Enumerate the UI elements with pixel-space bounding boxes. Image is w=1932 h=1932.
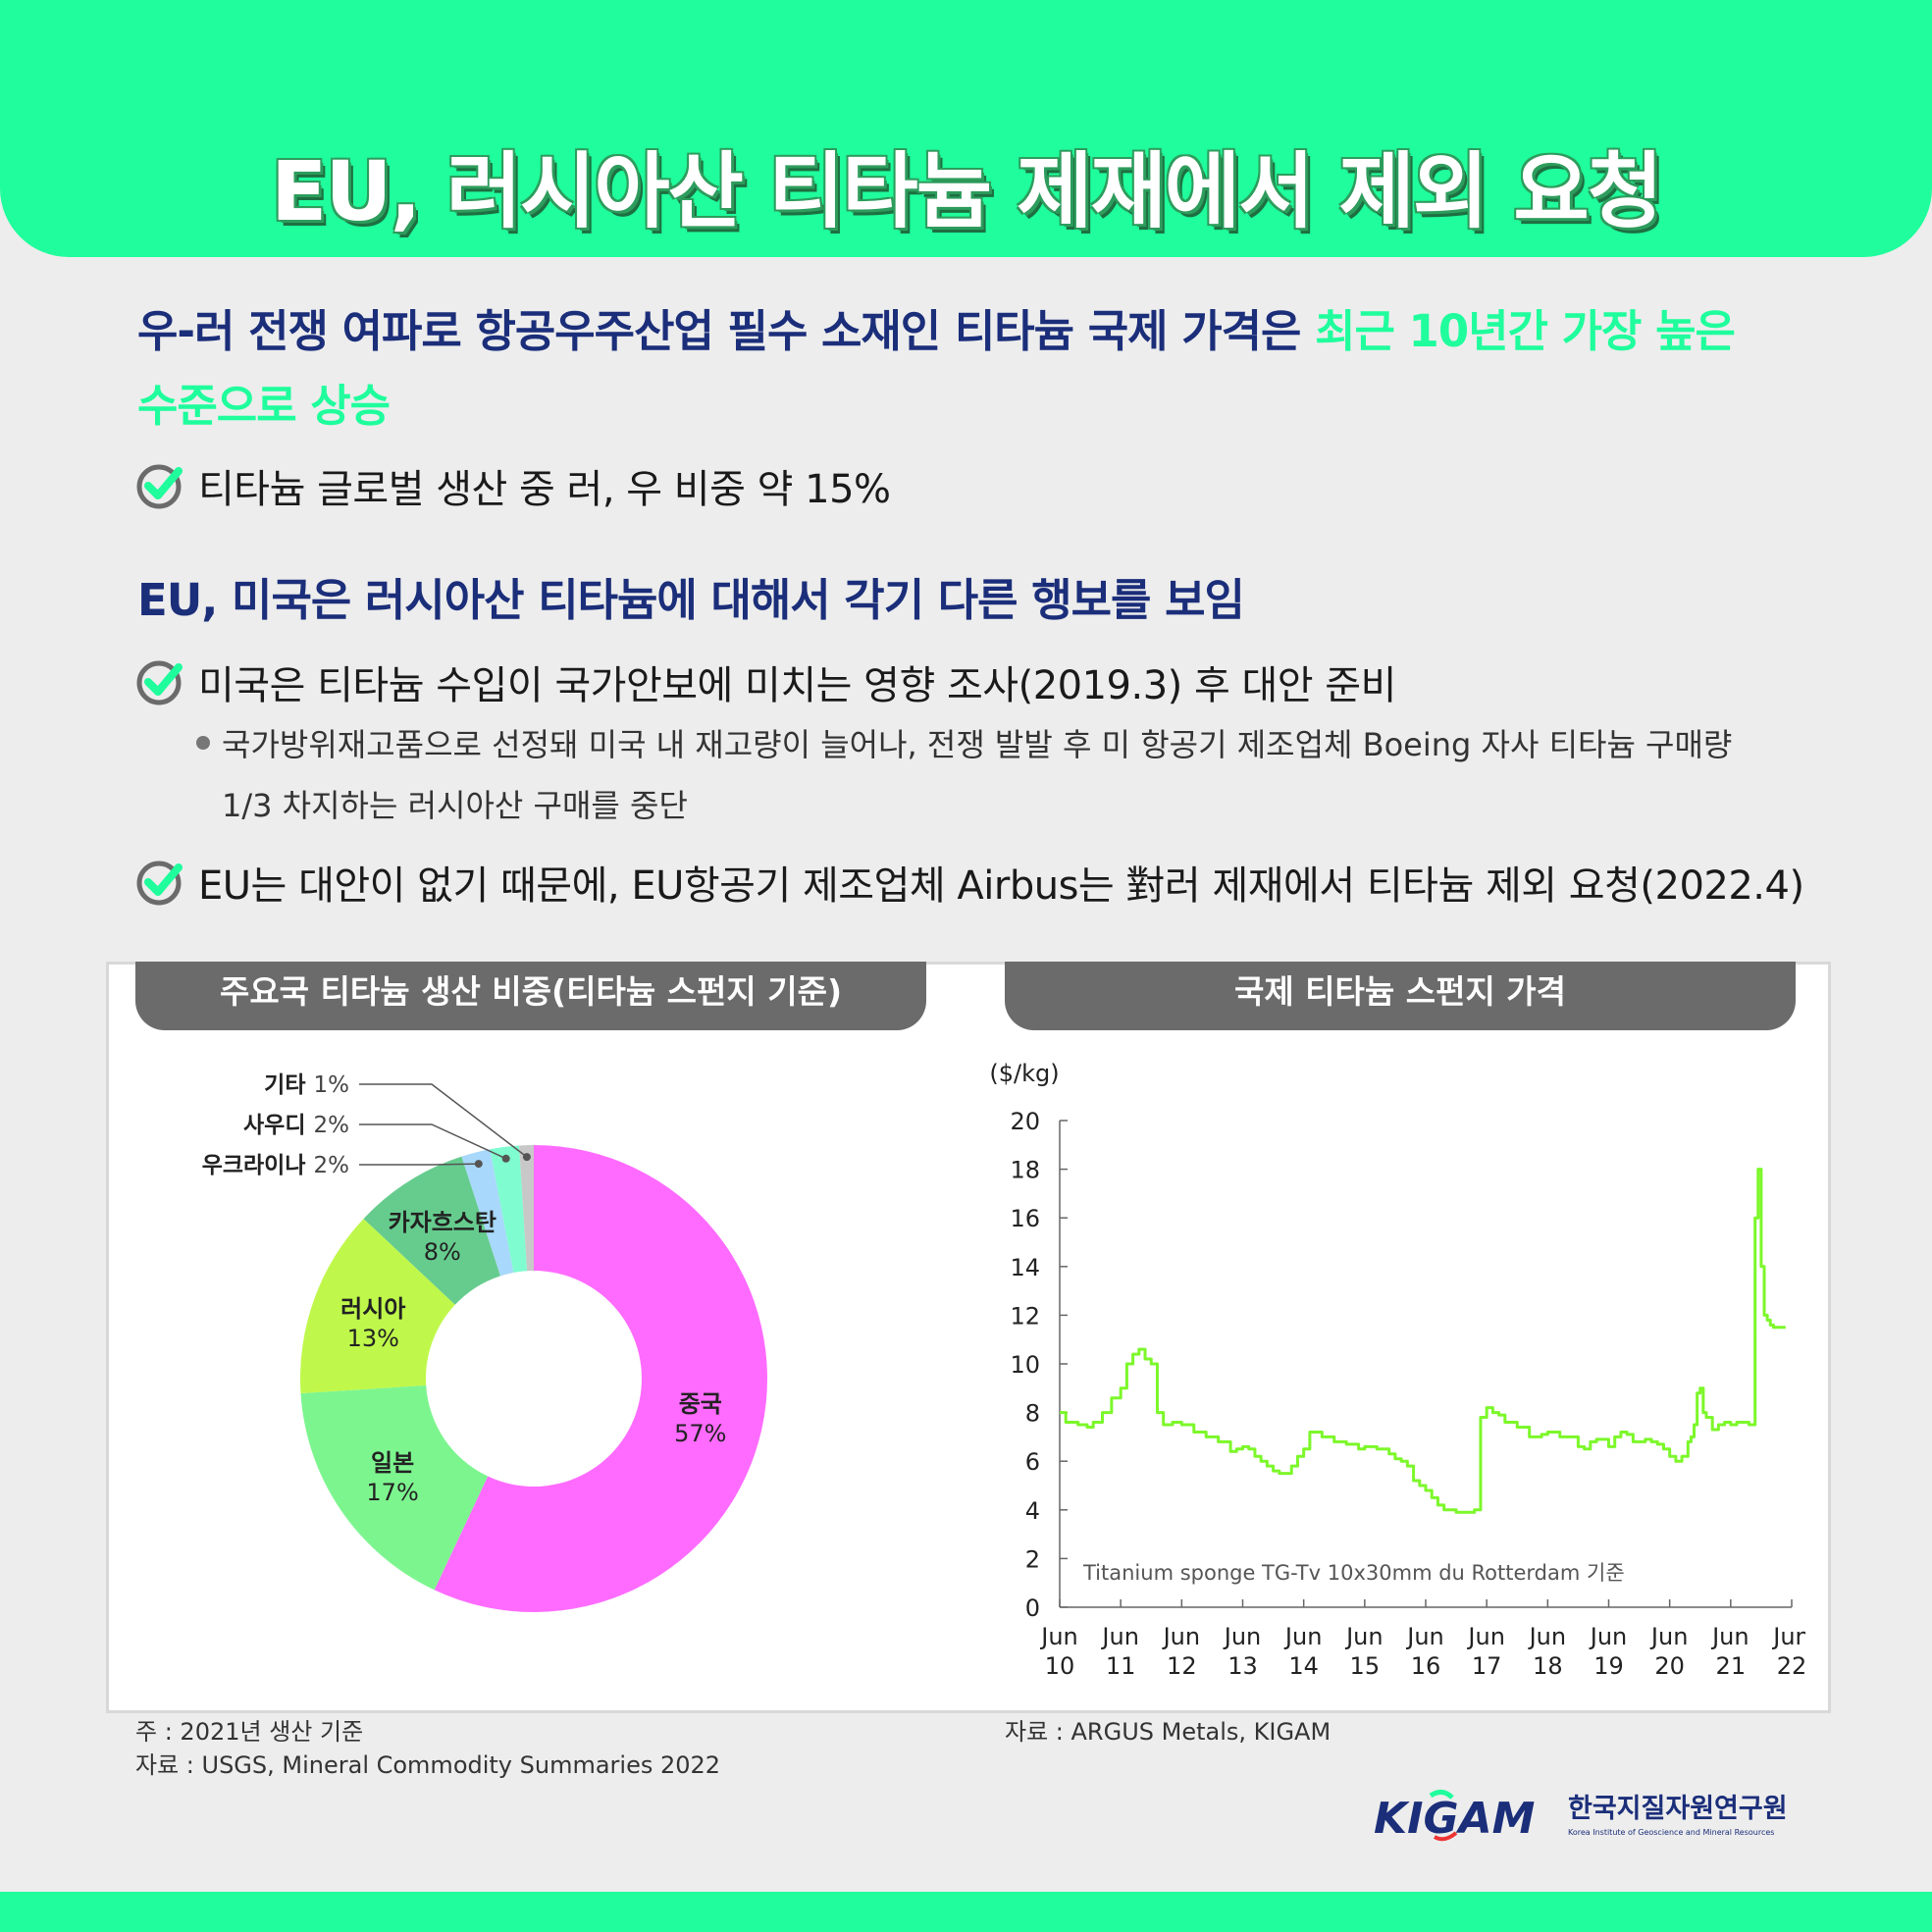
line-ytick-label-4: 8 [1025,1400,1040,1428]
line-xtick-label-4: Jun 14 [1283,1623,1323,1680]
pie-label-3: 카자흐스탄 [389,1209,496,1236]
line-xtick-label-2: Jun 12 [1162,1623,1201,1680]
pie-slice-4 [461,1149,514,1277]
pie-value-1: 17% [366,1479,418,1506]
section1-heading-text: 우-러 전쟁 여파로 항공우주산업 필수 소재인 티타늄 국제 가격은 [137,305,1316,357]
line-series-0 [1060,1168,1786,1514]
pie-outer-label-6: 기타 1% [264,1072,349,1098]
line-ytick-label-3: 6 [1025,1448,1040,1476]
pie-slice-2 [300,1219,455,1393]
chart-panel [106,962,1831,1713]
pie-value-3: 8% [424,1238,461,1266]
section1-heading: 우-러 전쟁 여파로 항공우주산업 필수 소재인 티타늄 국제 가격은 최근 1… [137,294,1825,444]
line-xtick-label-8: Jun 18 [1528,1623,1567,1680]
line-ytick-label-7: 14 [1010,1254,1040,1281]
pie-chart-title: 주요국 티타늄 생산 비중(티타늄 스펀지 기준) [135,962,926,1030]
section2-sub-line1: 국가방위재고품으로 선정돼 미국 내 재고량이 늘어나, 전쟁 발발 후 미 항… [222,726,1733,763]
pie-value-0: 57% [674,1420,726,1447]
line-ytick-label-9: 18 [1010,1157,1040,1184]
pie-outer-label-5: 사우디 2% [243,1113,349,1138]
section2-sub-line2: 1/3 차지하는 러시아산 구매를 중단 [222,787,688,824]
footer-bar [0,1892,1932,1932]
pie-slice-6 [519,1145,534,1272]
section2-bullet-usa-text: 미국은 티타늄 수입이 국가안보에 미치는 영향 조사(2019.3) 후 대안… [198,663,1396,708]
line-xtick-label-0: Jun 10 [1039,1623,1078,1680]
pie-note: 주 : 2021년 생산 기준 [135,1718,364,1746]
pie-label-1: 일본 [371,1449,414,1477]
line-ytick-label-8: 16 [1010,1205,1040,1232]
pie-leader-dot-5 [501,1154,510,1163]
kigam-logo: KIGAM 한국지질자원연구원 Korea Institute of Geosc… [1374,1788,1805,1844]
line-xtick-label-6: Jun 16 [1405,1623,1444,1680]
line-ytick-label-10: 20 [1010,1108,1040,1135]
pie-leader-4 [359,1163,479,1166]
section1-bullet: 티타늄 글로벌 생산 중 러, 우 비중 약 15% [135,457,891,514]
kigam-logo-mark: KIGAM 한국지질자원연구원 Korea Institute of Geosc… [1374,1790,1788,1844]
line-xtick-label-3: Jun 13 [1223,1623,1262,1680]
line-source: 자료 : ARGUS Metals, KIGAM [1005,1718,1332,1746]
bullet-dot-icon [196,736,210,750]
line-xtick-label-7: Jun 17 [1466,1623,1505,1680]
pie-slice-1 [300,1384,489,1591]
pie-value-2: 13% [347,1325,399,1352]
check-circle-icon [136,660,183,705]
section2-sub-bullet: 국가방위재고품으로 선정돼 미국 내 재고량이 늘어나, 전쟁 발발 후 미 항… [196,714,1805,836]
pie-outer-label-4: 우크라이나 2% [202,1153,349,1178]
pie-label-2: 러시아 [340,1295,405,1323]
line-ytick-label-5: 10 [1010,1351,1040,1379]
line-xtick-label-12: Jun 22 [1771,1623,1805,1680]
line-xtick-label-1: Jun 11 [1100,1623,1139,1680]
pie-source: 자료 : USGS, Mineral Commodity Summaries 2… [135,1751,721,1779]
pie-label-0: 중국 [679,1390,722,1418]
pie-leader-6 [359,1083,528,1158]
check-circle-icon [136,861,183,906]
line-xtick-label-10: Jun 20 [1649,1623,1689,1680]
line-xtick-label-11: Jun 21 [1710,1623,1749,1680]
line-xtick-label-9: Jun 19 [1589,1623,1628,1680]
header-banner [0,0,1932,257]
line-ytick-label-6: 12 [1010,1302,1040,1330]
line-annotation: Titanium sponge TG-Tv 10x30mm du Rotterd… [1082,1561,1625,1585]
pie-leader-dot-6 [522,1153,531,1162]
logo-org-english: Korea Institute of Geoscience and Minera… [1568,1828,1774,1837]
check-circle-icon [136,464,183,509]
section1-bullet-text: 티타늄 글로벌 생산 중 러, 우 비중 약 15% [198,467,891,512]
line-ylabel: ($/kg) [989,1060,1059,1087]
logo-org-korean: 한국지질자원연구원 [1568,1794,1788,1824]
line-xtick-label-5: Jun 15 [1344,1623,1384,1680]
line-chart: ($/kg) 0 2 4 6 8 10 12 14 16 18 20 Jun 10 Jun 11 Jun 12 Ju… [989,1060,1805,1680]
section2-heading: EU, 미국은 러시아산 티타늄에 대해서 각기 다른 행보를 보임 [137,574,1245,626]
line-ytick-label-1: 2 [1025,1545,1040,1573]
pie-slice-5 [490,1145,528,1273]
section2-bullet-usa: 미국은 티타늄 수입이 국가안보에 미치는 영향 조사(2019.3) 후 대안… [135,653,1396,710]
pie-leader-dot-4 [474,1160,483,1169]
pie-slice-3 [363,1156,501,1305]
line-chart-title: 국제 티타늄 스펀지 가격 [1005,962,1796,1030]
page-title: EU, 러시아산 티타늄 제재에서 제외 요청 [271,143,1663,239]
line-ytick-label-2: 4 [1025,1497,1040,1525]
line-ytick-label-0: 0 [1025,1594,1040,1622]
section1-heading-highlight-a: 최근 10년간 가장 높은 [1315,305,1736,357]
pie-leader-5 [359,1123,506,1160]
section2-bullet-eu: EU는 대안이 없기 때문에, EU항공기 제조업체 Airbus는 對러 제재… [135,854,1804,911]
section1-heading-highlight-b: 수준으로 상승 [137,380,391,432]
pie-slice-0 [434,1145,767,1612]
section2-bullet-eu-text: EU는 대안이 없기 때문에, EU항공기 제조업체 Airbus는 對러 제재… [198,863,1804,909]
